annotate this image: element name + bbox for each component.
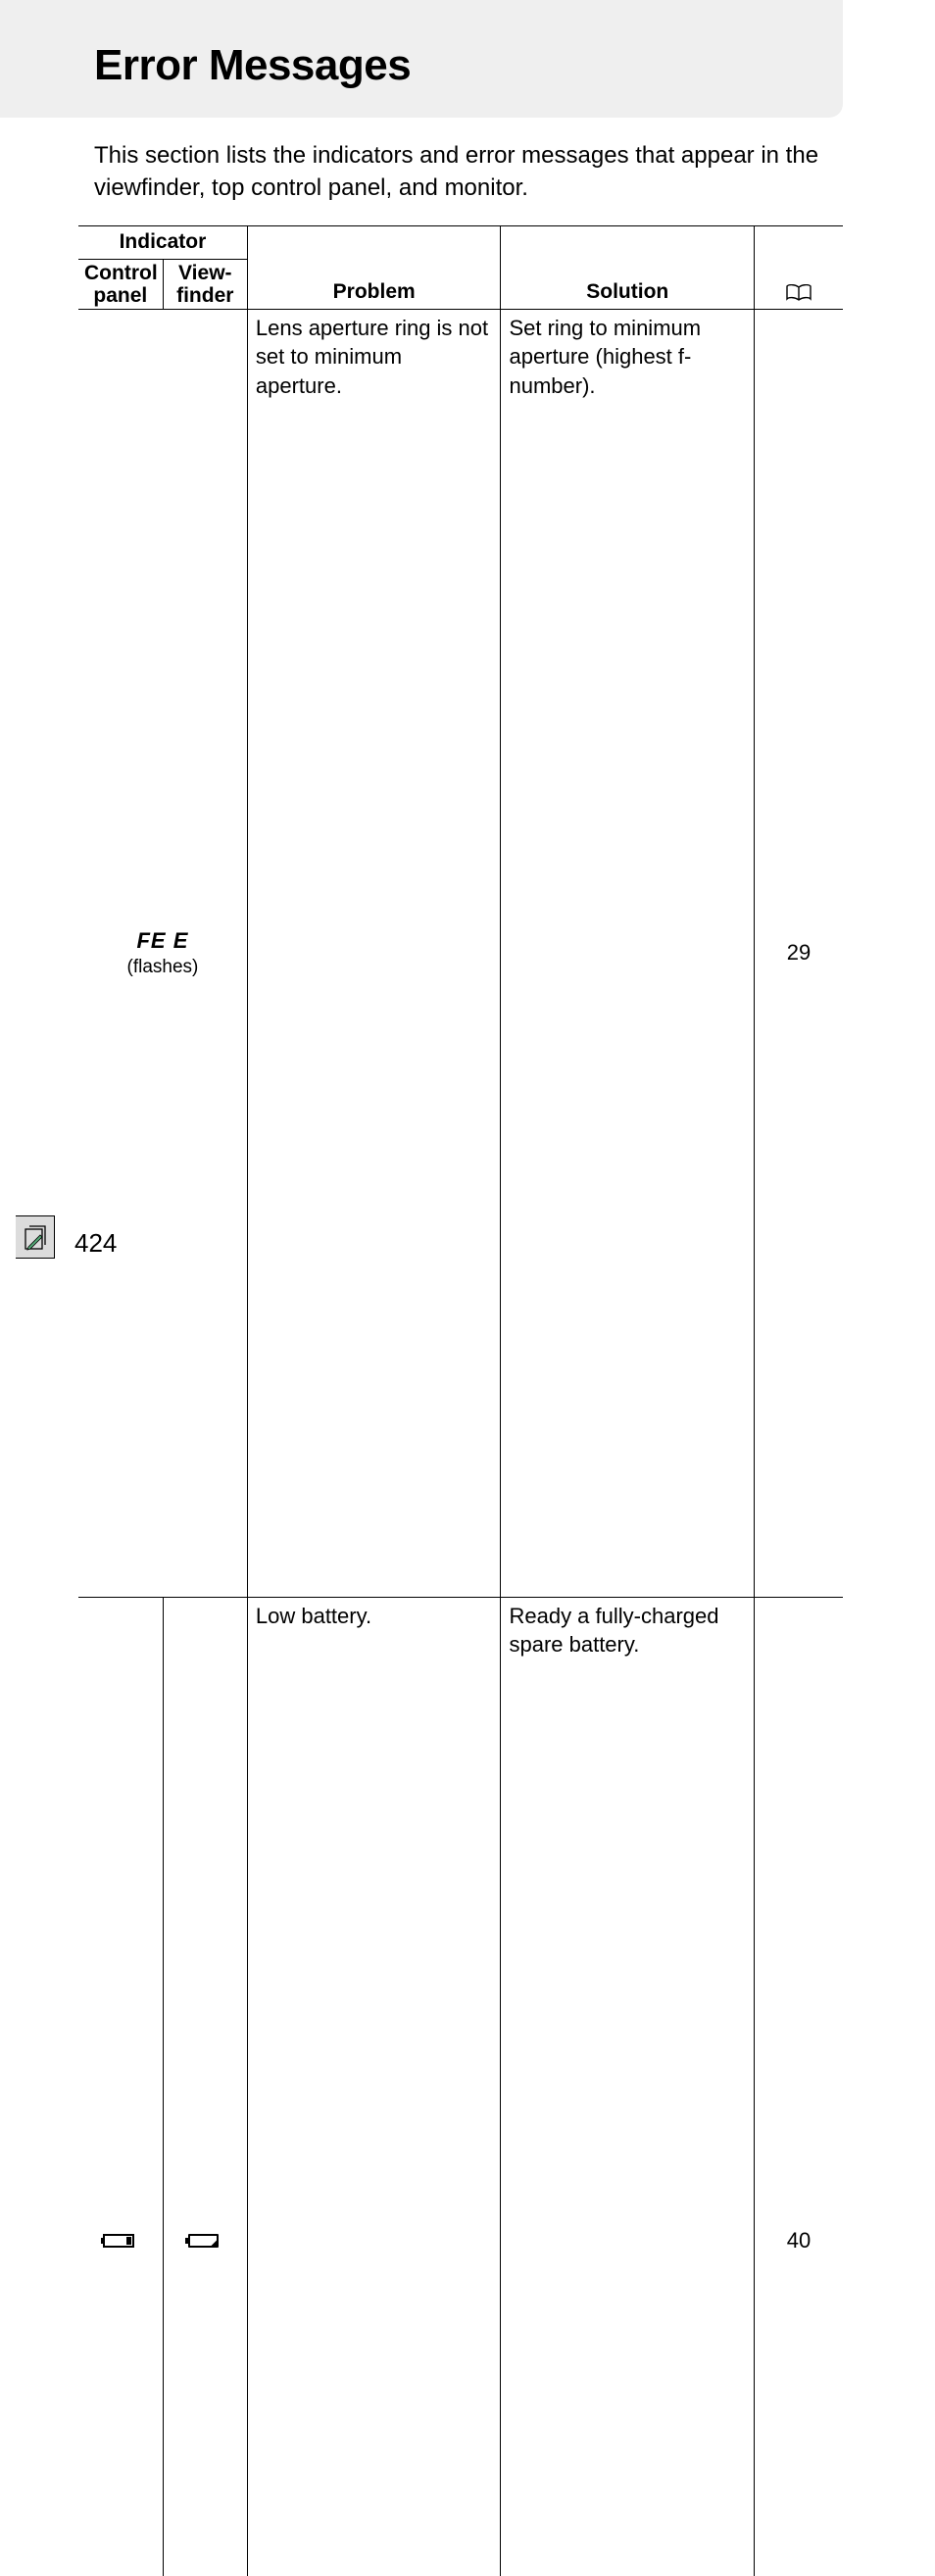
table-row: Low battery. Ready a fully-charged spare… (78, 1597, 843, 2576)
battery-low-cp-icon (101, 2232, 140, 2250)
th-indicator-group: Indicator (78, 226, 247, 259)
section-header: Error Messages (0, 0, 843, 118)
cell-solution: Ready a fully-charged spare battery. (501, 1597, 755, 2576)
cell-page: 29 (755, 309, 843, 1597)
th-page-ref (755, 226, 843, 310)
th-viewfinder: View-finder (163, 259, 247, 309)
flashes-note: (flashes) (86, 955, 239, 980)
cell-problem: Lens aperture ring is not set to minimum… (247, 309, 501, 1597)
th-problem: Problem (247, 226, 501, 310)
fee-indicator: FE E (136, 928, 188, 953)
th-solution: Solution (501, 226, 755, 310)
page-footer: 424 (0, 1215, 117, 1288)
pencil-note-icon (23, 1223, 48, 1251)
intro-paragraph: This section lists the indicators and er… (94, 139, 843, 204)
battery-low-vf-icon (185, 2232, 224, 2250)
page-title: Error Messages (94, 41, 843, 90)
table-row: FE E (flashes) Lens aperture ring is not… (78, 309, 843, 1597)
cell-problem: Low battery. (247, 1597, 501, 2576)
footer-section-tab (16, 1215, 55, 1259)
cell-page: 40 (755, 1597, 843, 2576)
cell-solution: Set ring to minimum aperture (highest f-… (501, 309, 755, 1597)
page-number: 424 (69, 1228, 117, 1259)
book-icon (785, 284, 812, 302)
error-messages-table: Indicator Problem Solution Control panel… (78, 225, 843, 2576)
th-control-panel: Control panel (78, 259, 163, 309)
